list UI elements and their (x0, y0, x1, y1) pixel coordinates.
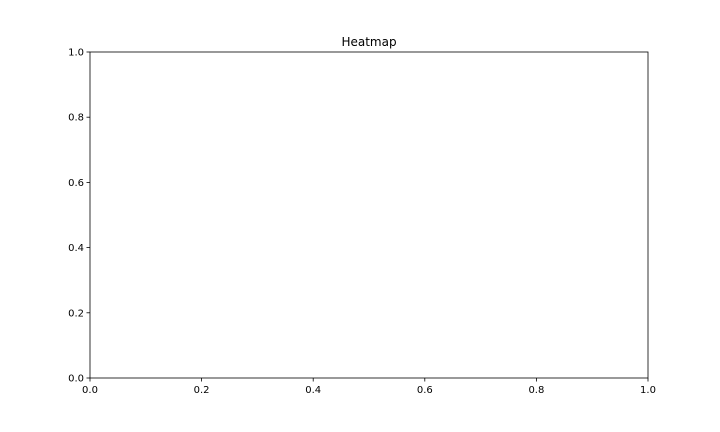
chart-title: Heatmap (341, 35, 396, 49)
y-tick-label: 0.4 (68, 243, 84, 254)
y-axis: 0.0 0.2 0.4 0.6 0.8 1.0 (68, 48, 90, 385)
x-tick-label: 1.0 (640, 385, 656, 396)
plot-area (89, 51, 649, 379)
x-tick-label: 0.0 (82, 385, 98, 396)
y-tick-label: 1.0 (68, 48, 84, 59)
y-tick-label: 0.0 (68, 374, 84, 385)
y-tick-label: 0.8 (68, 113, 84, 124)
x-tick-label: 0.4 (305, 385, 321, 396)
y-tick-label: 0.2 (68, 308, 84, 319)
x-tick-label: 0.6 (417, 385, 433, 396)
x-axis: 0.0 0.2 0.4 0.6 0.8 1.0 (82, 378, 656, 396)
x-tick-label: 0.2 (194, 385, 210, 396)
y-tick-label: 0.6 (68, 178, 84, 189)
x-tick-label: 0.8 (528, 385, 544, 396)
